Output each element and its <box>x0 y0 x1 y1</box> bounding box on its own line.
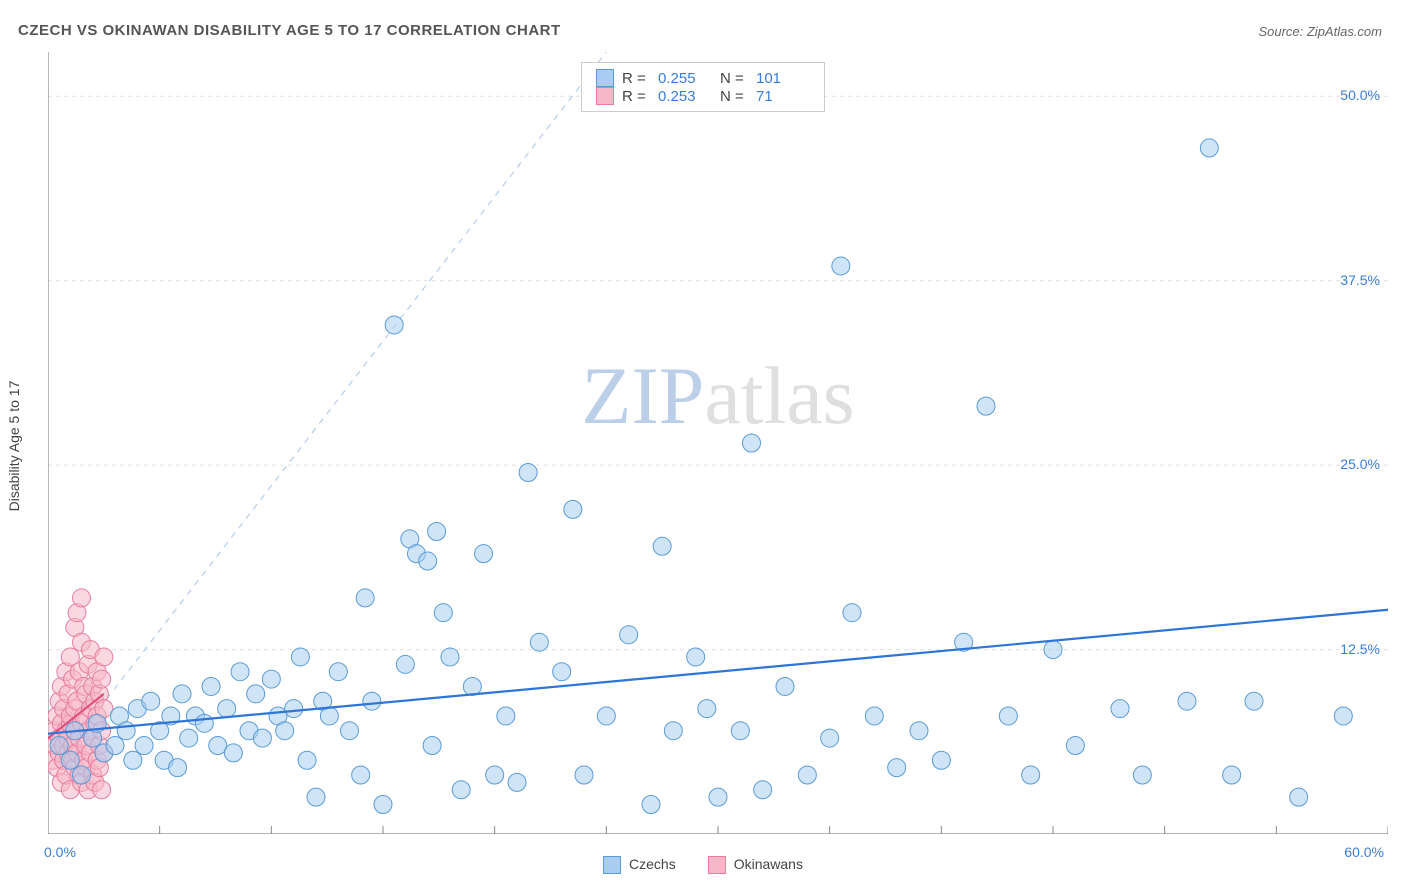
y-tick-label: 25.0% <box>1340 456 1380 472</box>
n-value-okinawans: 71 <box>756 88 810 105</box>
swatch-czechs <box>603 856 621 874</box>
y-tick-label: 37.5% <box>1340 272 1380 288</box>
chart-area: ZIPatlas <box>48 52 1388 834</box>
legend-item-okinawans: Okinawans <box>708 856 803 874</box>
y-axis-label: Disability Age 5 to 17 <box>6 381 22 512</box>
x-axis-max-label: 60.0% <box>1344 844 1384 860</box>
r-value-czechs: 0.255 <box>658 70 712 87</box>
y-tick-label: 50.0% <box>1340 87 1380 103</box>
chart-title: CZECH VS OKINAWAN DISABILITY AGE 5 TO 17… <box>18 22 561 39</box>
legend-label-okinawans: Okinawans <box>734 856 803 872</box>
scatter-plot-svg <box>48 52 1388 834</box>
swatch-czechs <box>596 69 614 87</box>
n-label: N = <box>720 70 748 87</box>
legend-row-czechs: R = 0.255 N = 101 <box>596 69 810 87</box>
legend-row-okinawans: R = 0.253 N = 71 <box>596 87 810 105</box>
r-label: R = <box>622 70 650 87</box>
legend-item-czechs: Czechs <box>603 856 676 874</box>
x-axis-origin-label: 0.0% <box>44 844 76 860</box>
y-tick-label: 12.5% <box>1340 641 1380 657</box>
legend-label-czechs: Czechs <box>629 856 676 872</box>
source-name: ZipAtlas.com <box>1307 24 1382 39</box>
series-legend: Czechs Okinawans <box>603 856 803 874</box>
source-attribution: Source: ZipAtlas.com <box>1258 24 1382 39</box>
r-value-okinawans: 0.253 <box>658 88 712 105</box>
correlation-legend: R = 0.255 N = 101 R = 0.253 N = 71 <box>581 62 825 112</box>
swatch-okinawans <box>596 87 614 105</box>
n-value-czechs: 101 <box>756 70 810 87</box>
n-label: N = <box>720 88 748 105</box>
source-prefix: Source: <box>1258 24 1306 39</box>
swatch-okinawans <box>708 856 726 874</box>
r-label: R = <box>622 88 650 105</box>
